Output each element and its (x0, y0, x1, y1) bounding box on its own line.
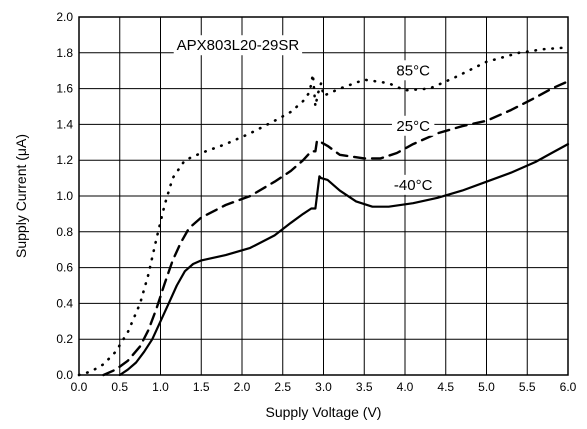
x-tick-label: 1.5 (193, 380, 210, 394)
annotation-part: APX803L20-29SR (177, 37, 300, 54)
series-line-s85 (77, 46, 570, 377)
x-tick-label: 0.5 (111, 380, 128, 394)
series-layer (77, 46, 570, 377)
y-tick-label: 0.2 (56, 332, 73, 346)
x-axis-title: Supply Voltage (V) (266, 404, 382, 420)
annotation-sm40: -40°C (394, 177, 433, 194)
y-tick-label: 1.8 (56, 46, 73, 60)
x-tick-label: 4.0 (397, 380, 414, 394)
annotation-background (173, 35, 303, 56)
y-tick-label: 0.0 (56, 368, 73, 382)
y-tick-label: 2.0 (56, 10, 73, 24)
annotation-s85: 85°C (396, 62, 430, 79)
tick-labels: 0.0 0.5 1.0 1.5 2.0 2.5 3.0 3.5 4.0 4.5 5.0 5.5 6.0 0… (56, 10, 576, 394)
x-tick-label: 3.0 (315, 380, 332, 394)
annotation-s25: 25°C (396, 118, 430, 135)
y-tick-label: 1.6 (56, 82, 73, 96)
x-tick-label: 4.5 (437, 380, 454, 394)
series-line-sm40 (118, 143, 570, 377)
series-line-s25 (102, 80, 570, 377)
annotation-background (387, 174, 439, 195)
x-tick-label: 1.0 (152, 380, 169, 394)
y-tick-label: 1.2 (56, 153, 73, 167)
y-tick-label: 1.0 (56, 189, 73, 203)
y-axis-title: Supply Current (μA) (13, 134, 29, 258)
y-tick-label: 0.4 (56, 296, 73, 310)
x-tick-label: 5.5 (519, 380, 536, 394)
x-tick-label: 5.0 (478, 380, 495, 394)
y-tick-label: 0.6 (56, 261, 73, 275)
x-tick-label: 2.5 (274, 380, 291, 394)
y-tick-label: 1.4 (56, 117, 73, 131)
y-tick-label: 0.8 (56, 225, 73, 239)
annotation-background (391, 115, 435, 136)
x-tick-label: 6.0 (560, 380, 577, 394)
plot-frame (78, 16, 569, 376)
annotation-background (391, 60, 435, 81)
x-tick-label: 0.0 (71, 380, 88, 394)
x-tick-label: 2.0 (234, 380, 251, 394)
annotations: APX803L20-29SR 85°C 25°C -40°C (173, 35, 439, 195)
x-tick-label: 3.5 (356, 380, 373, 394)
